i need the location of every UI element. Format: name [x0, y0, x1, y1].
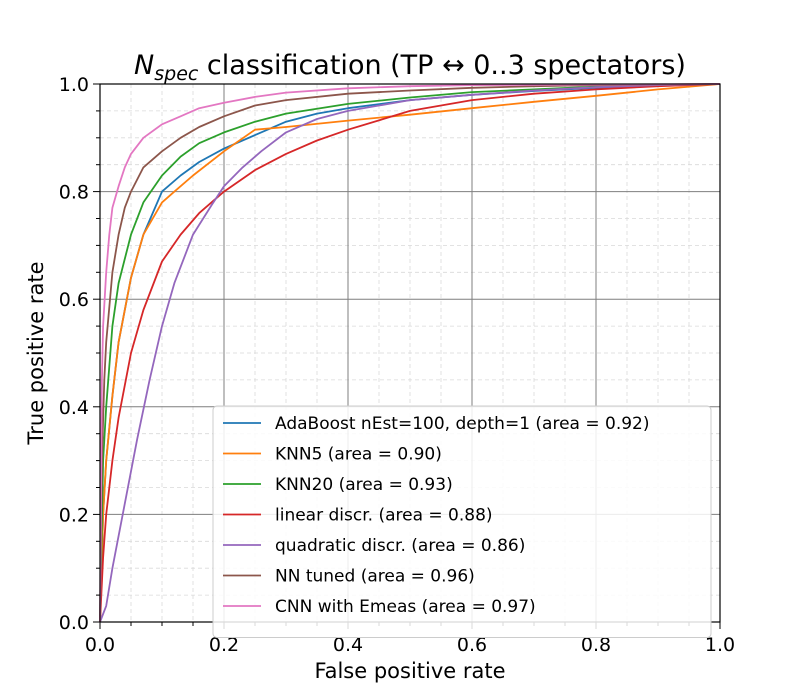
legend-label-2: KNN5 (area = 0.90)	[275, 445, 442, 465]
series-lines	[99, 83, 721, 623]
series-line-2	[99, 83, 721, 623]
x-axis-label: False positive rate	[314, 659, 505, 683]
y-tick-label: 1.0	[59, 74, 89, 96]
legend-label-3: KNN20 (area = 0.93)	[275, 475, 453, 495]
legend-box	[212, 405, 712, 638]
series-line-4	[99, 83, 721, 623]
series-line-7	[99, 83, 721, 623]
legend-label-5: quadratic discr. (area = 0.86)	[275, 536, 525, 556]
y-tick-label: 0.4	[59, 397, 89, 419]
y-tick-label: 0.2	[59, 504, 89, 526]
series-line-6	[99, 83, 721, 623]
series-line-5	[99, 83, 721, 623]
x-tick-label: 0.8	[581, 634, 611, 656]
legend-label-7: CNN with Emeas (area = 0.97)	[275, 597, 536, 617]
legend: AdaBoost nEst=100, depth=1 (area = 0.92)…	[212, 405, 712, 638]
series-line-3	[99, 83, 721, 623]
x-tick-label: 0.4	[333, 634, 363, 656]
y-tick-label: 0.8	[59, 182, 89, 204]
title-subscript: spec	[154, 63, 199, 85]
title-text: classification (TP ↔ 0..3 spectators)	[198, 50, 686, 81]
y-axis-label: True positive rate	[24, 262, 48, 446]
tick-labels: 0.00.0 0.2 0.2 0.4 0.4 0.6 0.6 0.8 0.8 1.0 1.0	[59, 74, 735, 656]
x-tick-label: 0.6	[457, 634, 487, 656]
y-tick-label: 0.6	[59, 289, 89, 311]
title-symbol: N	[134, 50, 154, 81]
legend-label-1: AdaBoost nEst=100, depth=1 (area = 0.92)	[275, 414, 650, 434]
legend-label-4: linear discr. (area = 0.88)	[275, 506, 493, 526]
chart-title: Nspec classification (TP ↔ 0..3 spectato…	[134, 50, 686, 85]
x-tick-label: 0.0	[85, 634, 115, 656]
x-tick-label: 1.0	[705, 634, 735, 656]
x-tick-label: 0.2	[209, 634, 239, 656]
legend-label-6: NN tuned (area = 0.96)	[275, 567, 475, 587]
y-tick-label: 0.0	[59, 612, 89, 634]
